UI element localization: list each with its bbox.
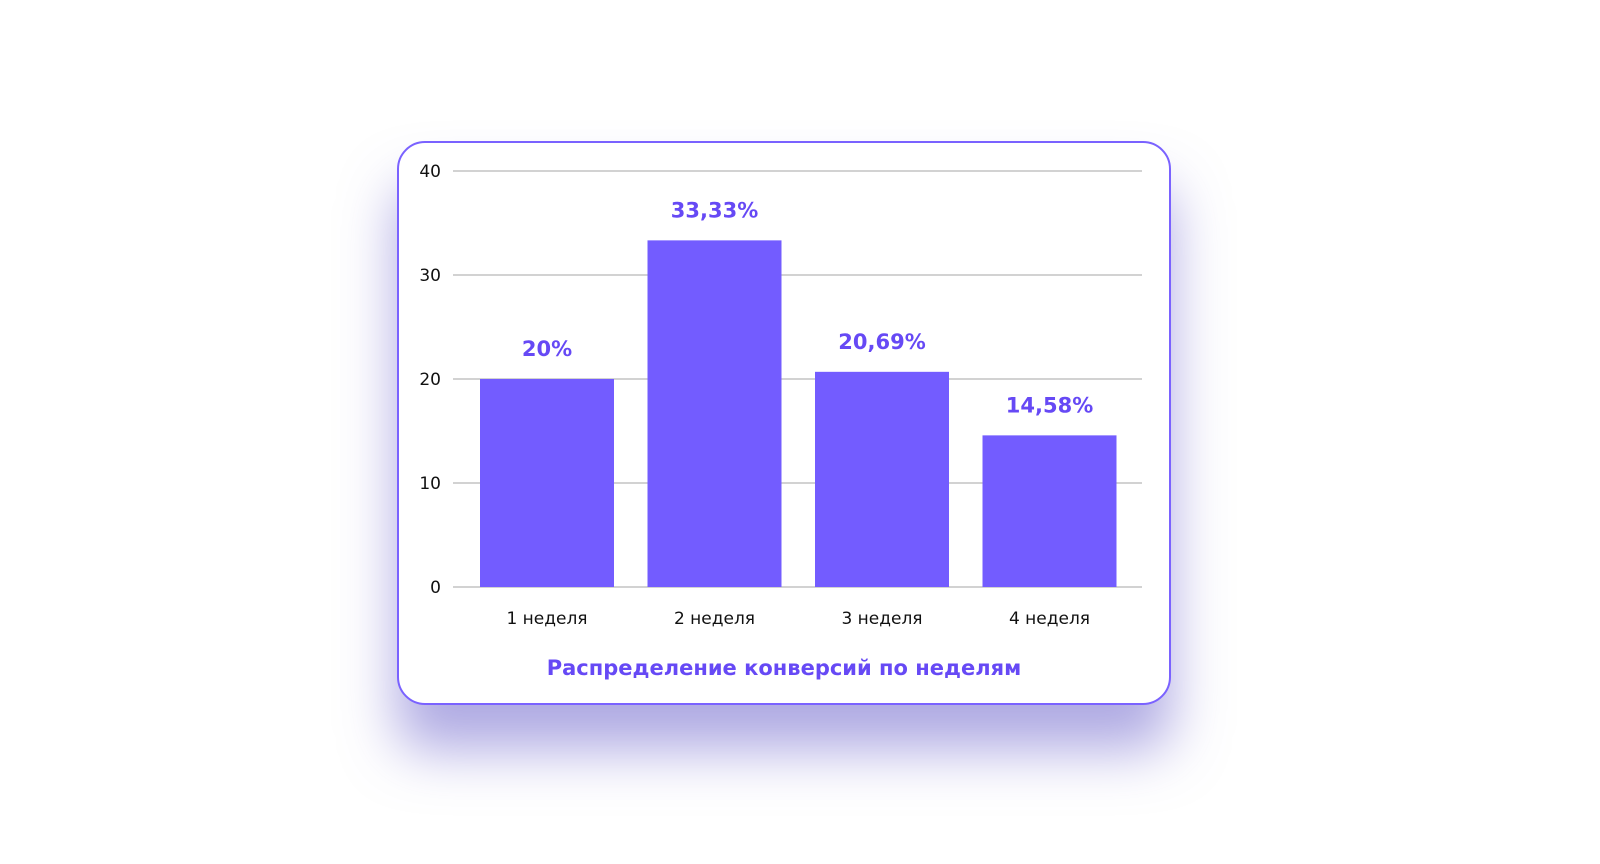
y-tick-label: 0 — [430, 578, 441, 598]
labels: 0 10 20 30 40 20% 1 неделя 33,33% 2 неделя 20,69%… — [419, 162, 1093, 629]
data-label: 14,58% — [1006, 393, 1093, 417]
y-tick-label: 20 — [419, 370, 441, 390]
x-tick-label: 2 неделя — [674, 609, 755, 629]
bar — [480, 379, 614, 587]
data-label: 20% — [522, 337, 572, 361]
y-tick-label: 10 — [419, 474, 441, 494]
bars — [480, 240, 1117, 588]
data-label: 33,33% — [671, 198, 758, 222]
data-label: 20,69% — [838, 330, 925, 354]
bar — [982, 435, 1117, 587]
x-tick-label: 3 неделя — [841, 609, 922, 629]
x-tick-label: 1 неделя — [506, 609, 587, 629]
bar — [647, 240, 782, 588]
x-tick-label: 4 неделя — [1009, 609, 1090, 629]
bar — [815, 371, 949, 587]
y-tick-label: 40 — [419, 162, 441, 182]
y-tick-label: 30 — [419, 266, 441, 286]
chart-title: Распределение конверсий по неделям — [547, 656, 1022, 680]
